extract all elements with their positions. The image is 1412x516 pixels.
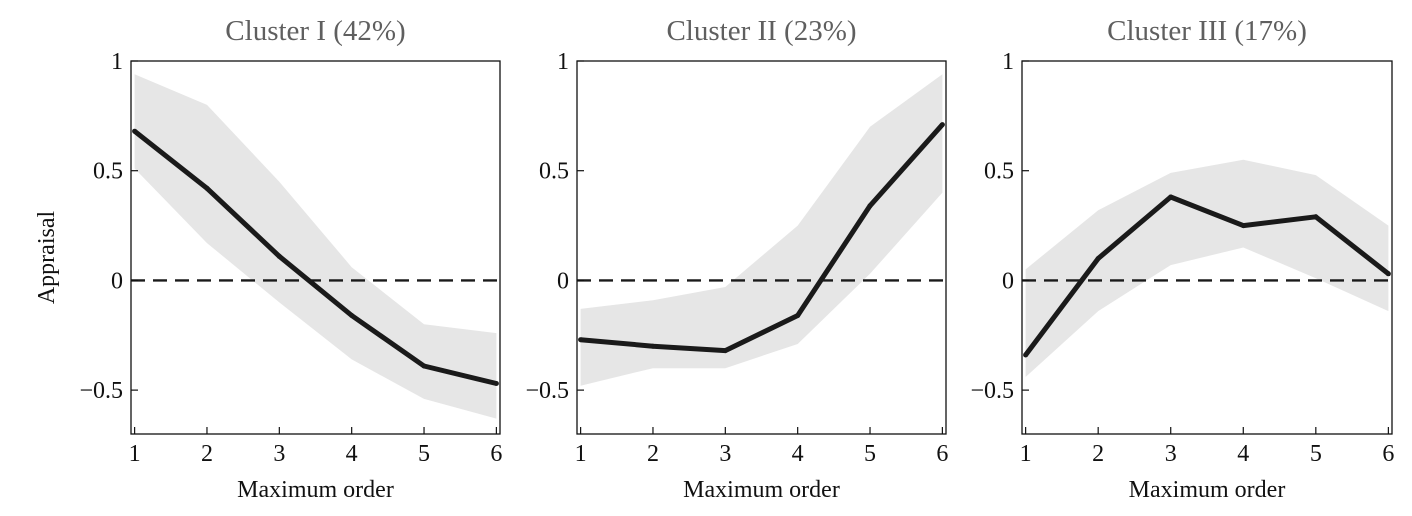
- data-point: [1095, 256, 1101, 261]
- panel-title: Cluster III (17%): [1107, 15, 1307, 47]
- x-tick-label: 6: [490, 441, 502, 467]
- y-tick-label: 0.5: [93, 159, 123, 185]
- chart-panel-3: 1 2 3 4 5 6 1 0.5 0 −0.5 Cluster III (17%) Maximum …: [970, 15, 1394, 503]
- chart-panel-1: 1 2 3 4 5 6 1 0.5 0 −0.5 Cluster I (42%) Maximum or…: [34, 15, 502, 503]
- x-tick-label: 2: [1092, 441, 1104, 467]
- y-tick-label: 1: [557, 49, 569, 75]
- x-tick-label: 1: [129, 441, 141, 467]
- data-point: [132, 128, 138, 134]
- data-point: [1023, 352, 1029, 358]
- series-line: [133, 129, 497, 386]
- series-line: [1023, 194, 1390, 357]
- data-point: [1240, 223, 1246, 229]
- data-point: [650, 343, 656, 349]
- y-axis-label: Appraisal: [34, 211, 60, 305]
- plot-frame: [576, 60, 947, 435]
- x-tick-label: 5: [1310, 441, 1322, 467]
- plot-frame: [130, 60, 501, 435]
- data-point: [349, 313, 355, 318]
- panel-title: Cluster I (42%): [225, 15, 405, 47]
- x-tick-label: 2: [647, 441, 659, 467]
- x-tick-label: 4: [1237, 441, 1249, 467]
- data-point: [1313, 214, 1319, 220]
- chart-panel-2: 1 2 3 4 5 6 1 0.5 0 −0.5 Cluster II (23%) Maximum o…: [525, 15, 948, 503]
- x-tick-label: 3: [1165, 441, 1177, 467]
- y-tick-label: 0: [111, 268, 123, 294]
- x-tick-label: 3: [273, 441, 285, 467]
- confidence-band: [580, 74, 943, 386]
- data-point: [1168, 194, 1174, 200]
- confidence-band: [1025, 159, 1389, 377]
- x-tick-label: 5: [418, 441, 430, 467]
- x-tick-label: 4: [792, 441, 804, 467]
- data-point: [578, 337, 584, 343]
- data-point: [421, 363, 427, 369]
- data-point: [939, 122, 945, 128]
- y-tick-label: 0.5: [984, 159, 1014, 185]
- y-tick-label: −0.5: [79, 378, 123, 404]
- x-tick-label: 1: [575, 441, 587, 467]
- x-tick-label: 6: [1382, 441, 1394, 467]
- confidence-band: [134, 74, 497, 419]
- data-point: [1385, 271, 1391, 277]
- y-tick-label: 1: [111, 49, 123, 75]
- series-line: [580, 122, 945, 354]
- data-point: [795, 313, 801, 318]
- data-point: [204, 185, 210, 191]
- panel-title: Cluster II (23%): [666, 15, 856, 47]
- x-tick-label: 3: [719, 441, 731, 467]
- x-tick-label: 6: [936, 441, 948, 467]
- x-tick-label: 1: [1020, 441, 1032, 467]
- data-point: [276, 253, 282, 259]
- x-axis-label: Maximum order: [683, 477, 840, 503]
- x-tick-label: 4: [346, 441, 358, 467]
- x-tick-label: 5: [864, 441, 876, 467]
- data-point: [493, 381, 499, 386]
- x-axis-label: Maximum order: [1129, 477, 1286, 503]
- x-axis-label: Maximum order: [237, 477, 394, 503]
- y-tick-label: 0: [1002, 268, 1014, 294]
- y-tick-label: −0.5: [525, 378, 569, 404]
- data-point: [722, 348, 728, 354]
- data-point: [867, 203, 873, 209]
- y-tick-label: 1: [1002, 49, 1014, 75]
- y-tick-label: 0: [557, 268, 569, 294]
- x-tick-label: 2: [201, 441, 213, 467]
- y-tick-label: 0.5: [539, 159, 569, 185]
- y-tick-label: −0.5: [970, 378, 1014, 404]
- plot-frame: [1021, 60, 1393, 435]
